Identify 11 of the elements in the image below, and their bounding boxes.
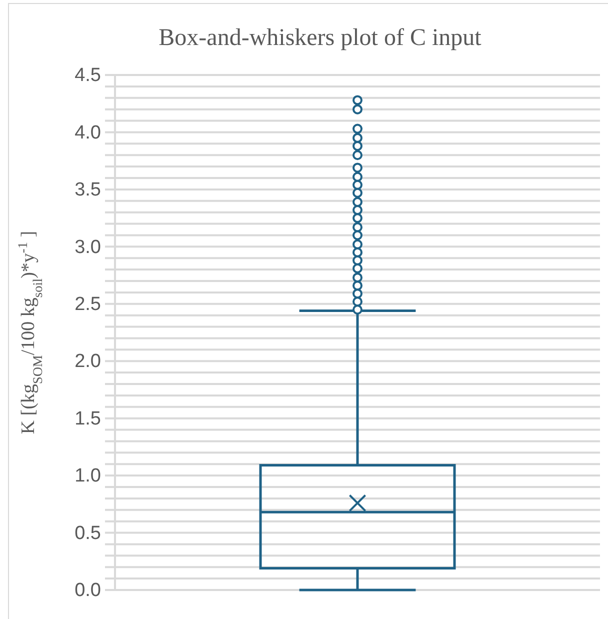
y-tick-label: 4.0	[74, 122, 101, 144]
y-tick-label: 3.0	[74, 236, 101, 258]
y-tick-label: 3.5	[74, 180, 101, 201]
y-tick-label: 2.0	[74, 351, 101, 372]
y-tick-label: 1.5	[74, 408, 101, 430]
y-tick-label: 2.5	[74, 294, 101, 315]
y-tick-label: 1.0	[74, 466, 101, 487]
chart-title: Box-and-whiskers plot of C input	[158, 25, 482, 51]
y-tick-label: 0.0	[74, 580, 101, 602]
y-tick-label: 4.5	[74, 65, 101, 86]
y-tick-label: 0.5	[74, 522, 101, 544]
